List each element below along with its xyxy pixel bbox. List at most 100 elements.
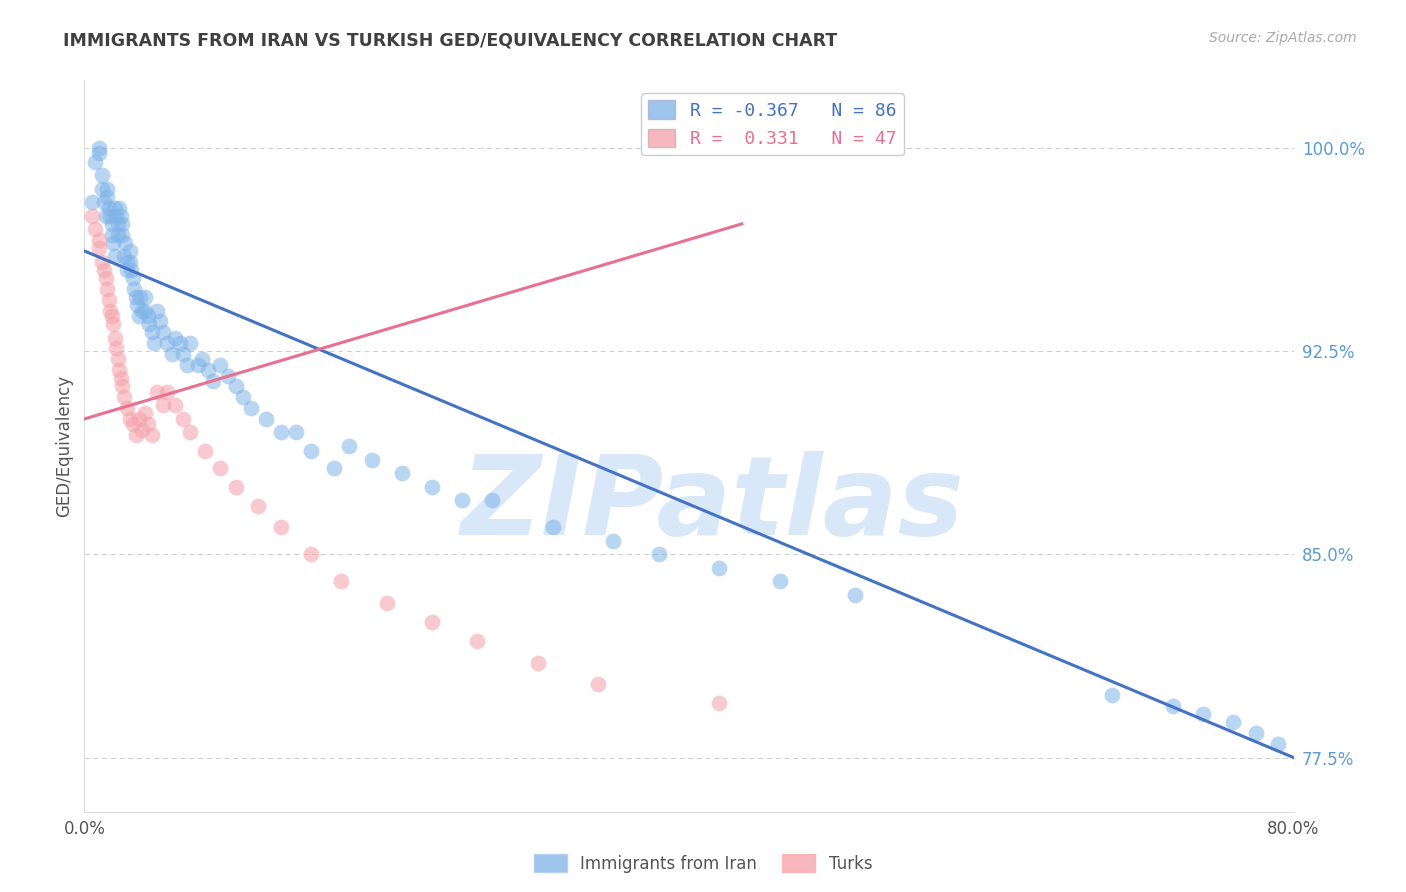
Point	[105, 209, 128, 223]
Point	[111, 217, 134, 231]
Point	[110, 209, 132, 223]
Point	[165, 398, 187, 412]
Point	[1161, 699, 1184, 714]
Point	[156, 384, 179, 399]
Point	[360, 452, 382, 467]
Point	[100, 309, 122, 323]
Point	[80, 195, 103, 210]
Point	[209, 358, 232, 372]
Text: Source: ZipAtlas.com: Source: ZipAtlas.com	[1209, 31, 1357, 45]
Point	[217, 368, 239, 383]
Point	[141, 428, 163, 442]
Point	[91, 254, 114, 268]
Point	[136, 309, 159, 323]
Point	[1244, 726, 1267, 740]
Point	[172, 347, 194, 361]
Point	[107, 217, 129, 231]
Legend: R = -0.367   N = 86, R =  0.331   N = 47: R = -0.367 N = 86, R = 0.331 N = 47	[641, 93, 904, 155]
Point	[527, 656, 550, 670]
Point	[121, 271, 143, 285]
Point	[270, 520, 292, 534]
Point	[128, 309, 150, 323]
Point	[104, 331, 127, 345]
Point	[134, 303, 156, 318]
Point	[225, 379, 247, 393]
Point	[172, 412, 194, 426]
Point	[225, 480, 247, 494]
Text: ZIPatlas: ZIPatlas	[461, 451, 965, 558]
Point	[1222, 715, 1244, 730]
Point	[420, 480, 443, 494]
Point	[187, 358, 209, 372]
Point	[420, 615, 443, 629]
Point	[112, 390, 135, 404]
Point	[330, 574, 353, 589]
Point	[94, 209, 117, 223]
Point	[115, 401, 138, 415]
Point	[100, 227, 122, 242]
Point	[299, 444, 322, 458]
Point	[176, 358, 198, 372]
Point	[110, 371, 132, 385]
Point	[115, 254, 138, 268]
Point	[80, 209, 103, 223]
Point	[107, 227, 129, 242]
Point	[588, 677, 610, 691]
Point	[179, 425, 201, 440]
Point	[285, 425, 308, 440]
Point	[89, 146, 111, 161]
Point	[247, 499, 270, 513]
Point	[105, 342, 128, 356]
Point	[84, 222, 107, 236]
Point	[108, 201, 131, 215]
Point	[128, 412, 150, 426]
Point	[194, 444, 217, 458]
Point	[152, 325, 174, 339]
Point	[120, 263, 142, 277]
Point	[111, 379, 134, 393]
Point	[1267, 737, 1289, 751]
Point	[108, 363, 131, 377]
Point	[91, 181, 114, 195]
Point	[138, 317, 160, 331]
Point	[142, 336, 165, 351]
Point	[201, 374, 224, 388]
Point	[337, 439, 360, 453]
Point	[146, 303, 169, 318]
Y-axis label: GED/Equivalency: GED/Equivalency	[55, 375, 73, 517]
Point	[1101, 688, 1123, 702]
Point	[165, 331, 187, 345]
Point	[101, 235, 124, 250]
Point	[89, 241, 111, 255]
Point	[648, 547, 671, 561]
Point	[118, 254, 141, 268]
Point	[129, 290, 152, 304]
Point	[1192, 707, 1215, 722]
Point	[114, 235, 136, 250]
Point	[191, 352, 214, 367]
Point	[299, 547, 322, 561]
Point	[179, 336, 201, 351]
Point	[98, 209, 121, 223]
Point	[89, 141, 111, 155]
Point	[101, 317, 124, 331]
Point	[602, 533, 624, 548]
Point	[97, 201, 120, 215]
Point	[146, 384, 169, 399]
Point	[134, 290, 156, 304]
Point	[127, 298, 149, 312]
Point	[118, 412, 141, 426]
Point	[96, 190, 118, 204]
Point	[197, 363, 219, 377]
Point	[254, 412, 277, 426]
Point	[169, 336, 191, 351]
Point	[98, 303, 121, 318]
Point	[131, 423, 153, 437]
Point	[152, 398, 174, 412]
Point	[118, 244, 141, 258]
Point	[125, 290, 148, 304]
Point	[541, 520, 564, 534]
Point	[156, 336, 179, 351]
Point	[93, 263, 115, 277]
Point	[111, 227, 134, 242]
